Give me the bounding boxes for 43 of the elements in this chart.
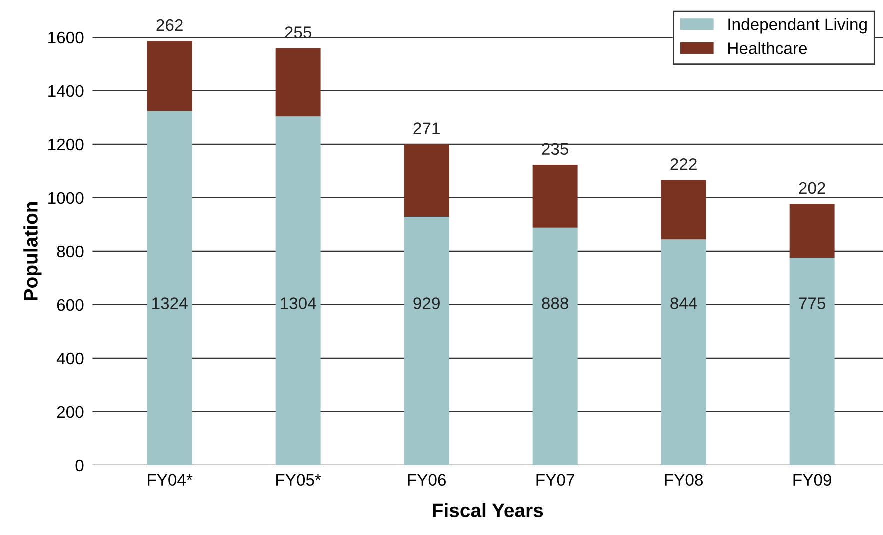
y-tick-label: 1000 — [48, 192, 84, 204]
x-tick-label: FY06 — [408, 474, 446, 486]
data-label: 844 — [670, 298, 698, 310]
bar — [790, 204, 835, 258]
y-tick-label: 600 — [57, 299, 84, 312]
data-label: 775 — [799, 298, 826, 310]
data-label: 222 — [670, 158, 697, 170]
data-label: 235 — [542, 143, 569, 156]
data-label: 255 — [285, 26, 312, 38]
x-tick-label: FY08 — [665, 474, 704, 486]
x-tick-label: FY04* — [148, 474, 193, 486]
x-axis-title: Fiscal Years — [433, 503, 544, 518]
data-label: 202 — [799, 182, 826, 194]
y-tick-label: 0 — [76, 460, 84, 472]
bar — [532, 228, 578, 466]
x-tick-label: FY05* — [276, 474, 322, 486]
y-tick-label: 1200 — [48, 138, 84, 151]
data-label: 929 — [414, 298, 440, 310]
bar — [790, 258, 835, 466]
data-label: 1324 — [152, 298, 188, 310]
bar — [147, 111, 192, 466]
bar — [147, 41, 192, 112]
data-label: 271 — [414, 122, 440, 134]
legend-label: Healthcare — [728, 42, 808, 54]
y-tick-label: 200 — [57, 406, 84, 418]
bar — [276, 48, 321, 117]
y-tick-label: 1600 — [48, 32, 84, 44]
bar — [276, 116, 321, 466]
y-tick-label: 1400 — [48, 85, 84, 98]
x-tick-label: FY09 — [794, 474, 832, 486]
y-axis-title: Population — [24, 202, 42, 300]
data-label: 262 — [156, 19, 183, 32]
legend-label: Independant Living — [728, 18, 867, 34]
x-tick-label: FY07 — [536, 474, 574, 486]
bar — [532, 165, 578, 228]
data-label: 1304 — [281, 298, 316, 310]
bar — [661, 240, 706, 466]
bar — [404, 216, 450, 466]
bar — [404, 144, 450, 217]
y-tick-label: 800 — [57, 246, 84, 258]
y-tick-label: 400 — [56, 352, 84, 365]
bar — [661, 180, 706, 240]
data-label: 888 — [542, 298, 568, 310]
